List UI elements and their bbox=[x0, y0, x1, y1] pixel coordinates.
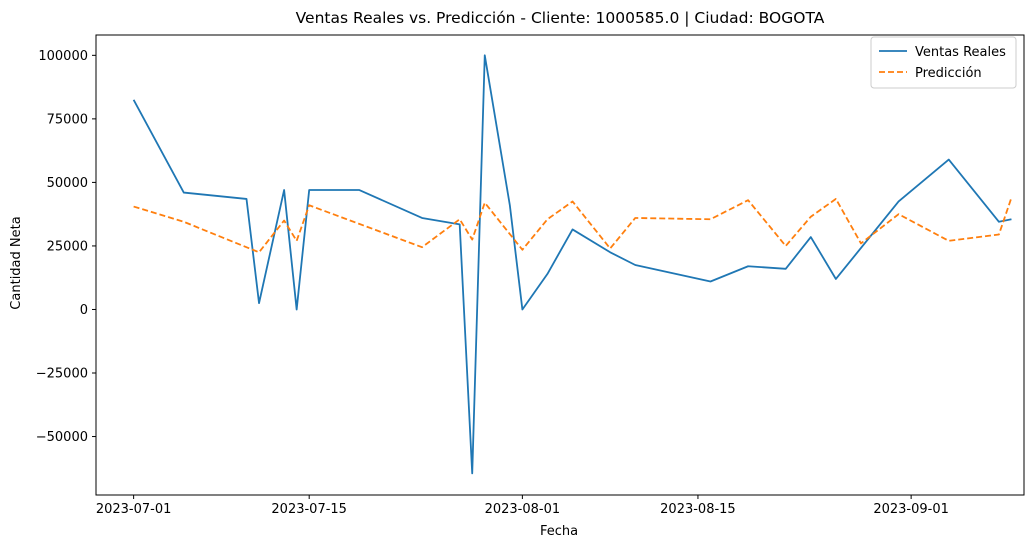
y-tick-label: 100000 bbox=[38, 49, 88, 64]
x-tick-label: 2023-07-01 bbox=[96, 502, 172, 517]
legend-box bbox=[870, 36, 1017, 89]
legend: Ventas Reales Predicción bbox=[870, 36, 1017, 89]
legend-label-ventas-reales: Ventas Reales bbox=[915, 45, 1006, 60]
series-layer bbox=[132, 54, 1013, 475]
y-tick-label: −50000 bbox=[36, 430, 88, 445]
x-axis: 2023-07-01 2023-07-15 2023-08-01 2023-08-15… bbox=[96, 495, 949, 517]
x-tick-label: 2023-08-01 bbox=[485, 502, 561, 517]
y-axis-label: Cantidad Neta bbox=[9, 216, 24, 309]
y-tick-label: 25000 bbox=[47, 239, 88, 254]
y-axis: 100000 75000 50000 25000 0 −25000 −50000 bbox=[36, 49, 96, 445]
y-tick-label: 75000 bbox=[47, 112, 88, 127]
x-tick-label: 2023-07-15 bbox=[271, 502, 347, 517]
x-tick-label: 2023-08-15 bbox=[660, 502, 736, 517]
series-line-ventas-reales bbox=[132, 54, 1012, 475]
x-axis-label: Fecha bbox=[540, 524, 578, 539]
x-tick-label: 2023-09-01 bbox=[873, 502, 949, 517]
y-tick-label: −25000 bbox=[36, 367, 88, 382]
y-tick-label: 0 bbox=[80, 303, 88, 318]
chart-title: Ventas Reales vs. Predicción - Cliente: … bbox=[296, 9, 825, 27]
series-line-prediccion bbox=[133, 197, 1013, 254]
legend-label-prediccion: Predicción bbox=[915, 66, 982, 81]
plot-area: 2023-07-01 2023-07-15 2023-08-01 2023-08-15… bbox=[36, 34, 1025, 517]
plot-frame bbox=[95, 34, 1025, 496]
y-tick-label: 50000 bbox=[47, 176, 88, 191]
